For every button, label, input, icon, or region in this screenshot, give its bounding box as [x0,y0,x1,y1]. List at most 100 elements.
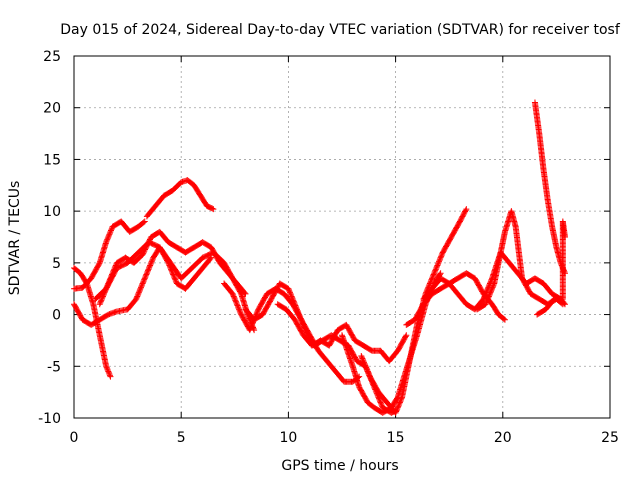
data-point [105,232,112,239]
data-point [104,235,111,242]
data-point [363,364,370,371]
data-point [398,395,405,402]
data-point [139,280,146,287]
data-point [143,270,150,277]
data-point [433,265,440,272]
x-tick-label: 15 [387,430,405,446]
data-point [363,365,370,372]
x-tick-label: 20 [494,430,512,446]
data-point [106,230,113,237]
data-point [106,372,113,379]
series-trace-12 [403,270,508,328]
data-point [429,274,436,281]
data-point [247,324,254,331]
data-point [360,358,367,365]
data-point [141,218,148,225]
data-point [170,272,177,279]
data-point [235,305,242,312]
data-point [396,399,403,406]
data-point [425,283,432,290]
data-point [393,407,400,414]
data-point [358,354,365,361]
series-trace-14 [474,208,566,313]
data-point [403,332,410,339]
data-point [142,274,149,281]
data-point [486,292,493,299]
data-point [430,272,437,279]
data-point [141,276,148,283]
data-point [365,371,372,378]
data-marks [71,99,568,416]
data-point [463,206,470,213]
series-trace-4 [143,177,217,220]
y-tick-label: -5 [47,359,61,375]
y-axis-label: SDTVAR / TECUs [7,181,23,296]
data-point [393,408,400,415]
data-point [396,400,403,407]
y-tick-label: -10 [38,411,61,427]
data-point [146,263,153,270]
data-point [138,283,145,290]
data-point [427,277,434,284]
data-point [285,285,292,292]
data-point [489,285,496,292]
data-point [133,296,140,303]
data-point [362,363,369,370]
data-point [135,289,142,296]
data-point [140,277,147,284]
data-point [295,310,302,317]
data-point [170,271,177,278]
data-point [429,275,436,282]
data-point [501,316,508,323]
data-point [230,293,237,300]
data-point [107,373,114,380]
data-point [248,321,255,328]
chart-title: Day 015 of 2024, Sidereal Day-to-day VTE… [60,22,621,38]
data-point [290,297,297,304]
data-point [435,259,442,266]
axis-ticks: 0 5 10 15 20 25 -10 -5 0 5 10 15 20 25 [38,49,619,446]
series-trace-6 [92,239,258,334]
data-point [437,270,444,277]
data-point [249,320,256,327]
data-point [361,360,368,367]
data-point [141,275,148,282]
data-point [147,262,154,269]
data-point [139,251,146,258]
data-point [397,398,404,405]
data-point [487,289,494,296]
data-point [395,402,402,409]
data-point [285,287,292,294]
data-point [301,324,308,331]
data-point [378,400,385,407]
data-point [246,327,253,334]
data-point [103,363,110,370]
data-point [290,298,297,305]
data-point [289,294,296,301]
data-point [297,314,304,321]
data-point [96,301,103,308]
data-point [171,275,178,282]
data-point [294,307,301,314]
data-point [291,299,298,306]
x-tick-label: 10 [279,430,297,446]
data-point [172,277,179,284]
data-point [133,294,140,301]
data-point [140,250,147,257]
data-point [171,274,178,281]
data-point [376,396,383,403]
data-point [237,308,244,315]
data-point [437,255,444,262]
data-point [394,404,401,411]
data-point [142,272,149,279]
data-point [289,296,296,303]
data-point [293,305,300,312]
data-point [377,399,384,406]
data-point [436,271,443,278]
data-point [364,368,371,375]
data-point [299,319,306,326]
data-point [300,323,307,330]
data-point [432,266,439,273]
x-axis-label: GPS time / hours [281,458,398,474]
data-point [358,352,365,359]
